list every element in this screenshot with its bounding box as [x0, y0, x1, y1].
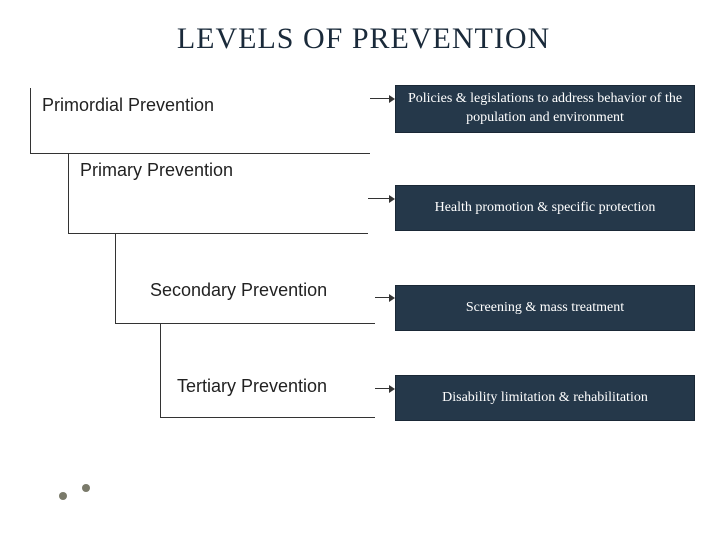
- level-label-primordial: Primordial Prevention: [42, 95, 214, 116]
- desc-primary: Health promotion & specific protection: [395, 185, 695, 231]
- level-label-tertiary: Tertiary Prevention: [177, 376, 327, 397]
- connector-primary: [368, 198, 389, 199]
- level-box-secondary: [115, 234, 375, 324]
- level-box-tertiary: [160, 324, 375, 418]
- page-title: LEVELS OF PREVENTION: [0, 22, 727, 56]
- desc-secondary: Screening & mass treatment: [395, 285, 695, 331]
- level-label-primary: Primary Prevention: [80, 160, 233, 181]
- decorative-dot: [82, 484, 90, 492]
- decorative-dot: [59, 492, 67, 500]
- arrow-icon: [389, 95, 395, 103]
- connector-primordial: [370, 98, 389, 99]
- connector-secondary: [375, 297, 389, 298]
- arrow-icon: [389, 294, 395, 302]
- desc-tertiary: Disability limitation & rehabilitation: [395, 375, 695, 421]
- level-label-secondary: Secondary Prevention: [150, 280, 327, 301]
- connector-tertiary: [375, 388, 389, 389]
- desc-primordial: Policies & legislations to address behav…: [395, 85, 695, 133]
- arrow-icon: [389, 385, 395, 393]
- arrow-icon: [389, 195, 395, 203]
